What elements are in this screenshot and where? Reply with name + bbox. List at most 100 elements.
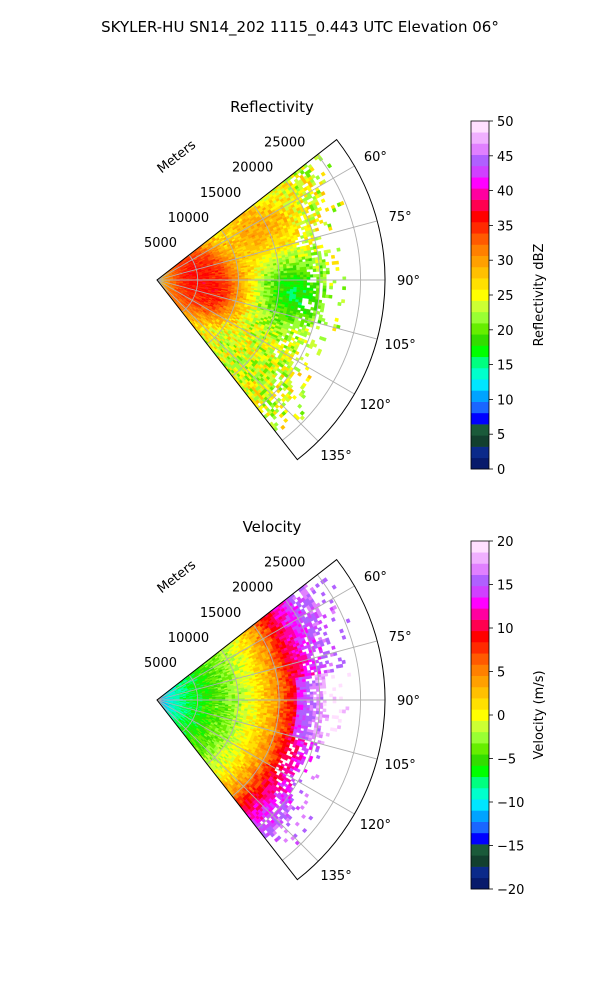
field-cell [296, 267, 301, 271]
field-cell [289, 270, 294, 274]
colorbar-segment [471, 255, 489, 268]
field-cell [286, 284, 291, 288]
colorbar-segment [471, 244, 489, 257]
field-cell [286, 265, 291, 269]
colorbar-segment [471, 154, 489, 167]
field-cell [296, 284, 301, 288]
field-cell [309, 166, 315, 172]
field-cell [303, 284, 307, 289]
field-cell [290, 282, 295, 286]
colorbar-segment [471, 289, 489, 301]
field-cell [293, 272, 298, 276]
field-cell [309, 285, 314, 289]
field-cell [322, 273, 327, 278]
field-cell [329, 285, 334, 290]
field-cell [322, 282, 327, 287]
field-cell [283, 270, 288, 274]
field-cell [280, 270, 285, 274]
field-cell [283, 272, 288, 276]
colorbar-segment [471, 446, 489, 459]
field-cell [321, 317, 326, 323]
field-cell [283, 281, 288, 285]
field-cell [321, 294, 326, 298]
radial-tick-label: 15000 [200, 186, 241, 201]
colorbar-segment [471, 334, 489, 346]
field-cell [320, 171, 326, 177]
field-cell [241, 276, 246, 279]
field-cell [316, 282, 320, 286]
field-cell [267, 275, 272, 279]
angular-tick-label: 135° [320, 449, 351, 464]
field-cell [303, 282, 308, 286]
field-cell [311, 298, 316, 303]
field-cell [280, 273, 285, 276]
colorbar-segment [471, 143, 489, 155]
field-cell [299, 269, 304, 273]
colorbar-segment [471, 356, 489, 369]
field-cell [306, 287, 311, 291]
field-cell [309, 274, 314, 278]
colorbar-segment [471, 401, 489, 414]
field-cell [270, 283, 275, 287]
field-cell [331, 261, 336, 265]
angular-tick-label: 60° [364, 150, 387, 165]
colorbar-tick-label: 30 [497, 254, 514, 269]
field-cell [306, 266, 310, 270]
field-cell [342, 276, 347, 281]
field-cell [286, 270, 291, 274]
field-cell [322, 291, 327, 296]
colorbar-segment [471, 424, 489, 436]
colorbar-segment [471, 435, 489, 447]
colorbar-tick-label: 45 [497, 150, 514, 165]
field-cell [299, 282, 304, 286]
field-cell [309, 282, 314, 286]
colorbar-segment [471, 311, 489, 324]
colorbar-tick-label: 50 [497, 115, 514, 130]
field-cell [322, 279, 327, 284]
field-cell [290, 272, 294, 276]
field-cell [267, 273, 272, 277]
colorbar-segment [471, 300, 489, 313]
field-cell [326, 249, 331, 254]
field-cell [267, 281, 272, 285]
field-cell [289, 286, 294, 290]
field-cell [283, 268, 288, 272]
field-cell [325, 261, 330, 266]
field-cell [260, 283, 265, 286]
field-cell [334, 317, 339, 323]
field-cell [303, 271, 307, 276]
colorbar-segment [471, 390, 489, 402]
field-cell [312, 265, 317, 270]
field-cell [257, 274, 262, 277]
field-cell [299, 274, 304, 278]
field-cell [280, 284, 285, 287]
colorbar-tick-label: 15 [497, 359, 514, 374]
colorbar-segment [471, 367, 489, 380]
field-cell [270, 271, 275, 275]
field-cell [324, 207, 330, 212]
colorbar-tick-label: 5 [497, 428, 505, 443]
field-cell [296, 269, 301, 273]
radial-tick-label: 5000 [144, 236, 177, 251]
field-cell [315, 175, 321, 181]
field-cell [280, 275, 285, 278]
colorbar-segment [471, 165, 489, 178]
field-cell [312, 282, 317, 286]
colorbar-segment [471, 266, 489, 279]
field-cell [296, 287, 301, 291]
angular-tick-label: 120° [360, 398, 391, 413]
colorbar-segment [471, 188, 489, 200]
colorbar-tick-label: 10 [497, 393, 514, 408]
colorbar-segment [471, 121, 489, 133]
field-cell [280, 282, 285, 285]
colorbar-segment [471, 233, 489, 245]
data-field [156, 153, 347, 432]
field-cell [286, 286, 291, 290]
field-cell [317, 206, 323, 212]
field-cell [312, 285, 317, 289]
field-cell [302, 269, 307, 273]
field-cell [290, 284, 294, 288]
field-cell [325, 270, 330, 275]
colorbar-tick-label: 25 [497, 289, 514, 304]
field-cell [312, 274, 317, 278]
